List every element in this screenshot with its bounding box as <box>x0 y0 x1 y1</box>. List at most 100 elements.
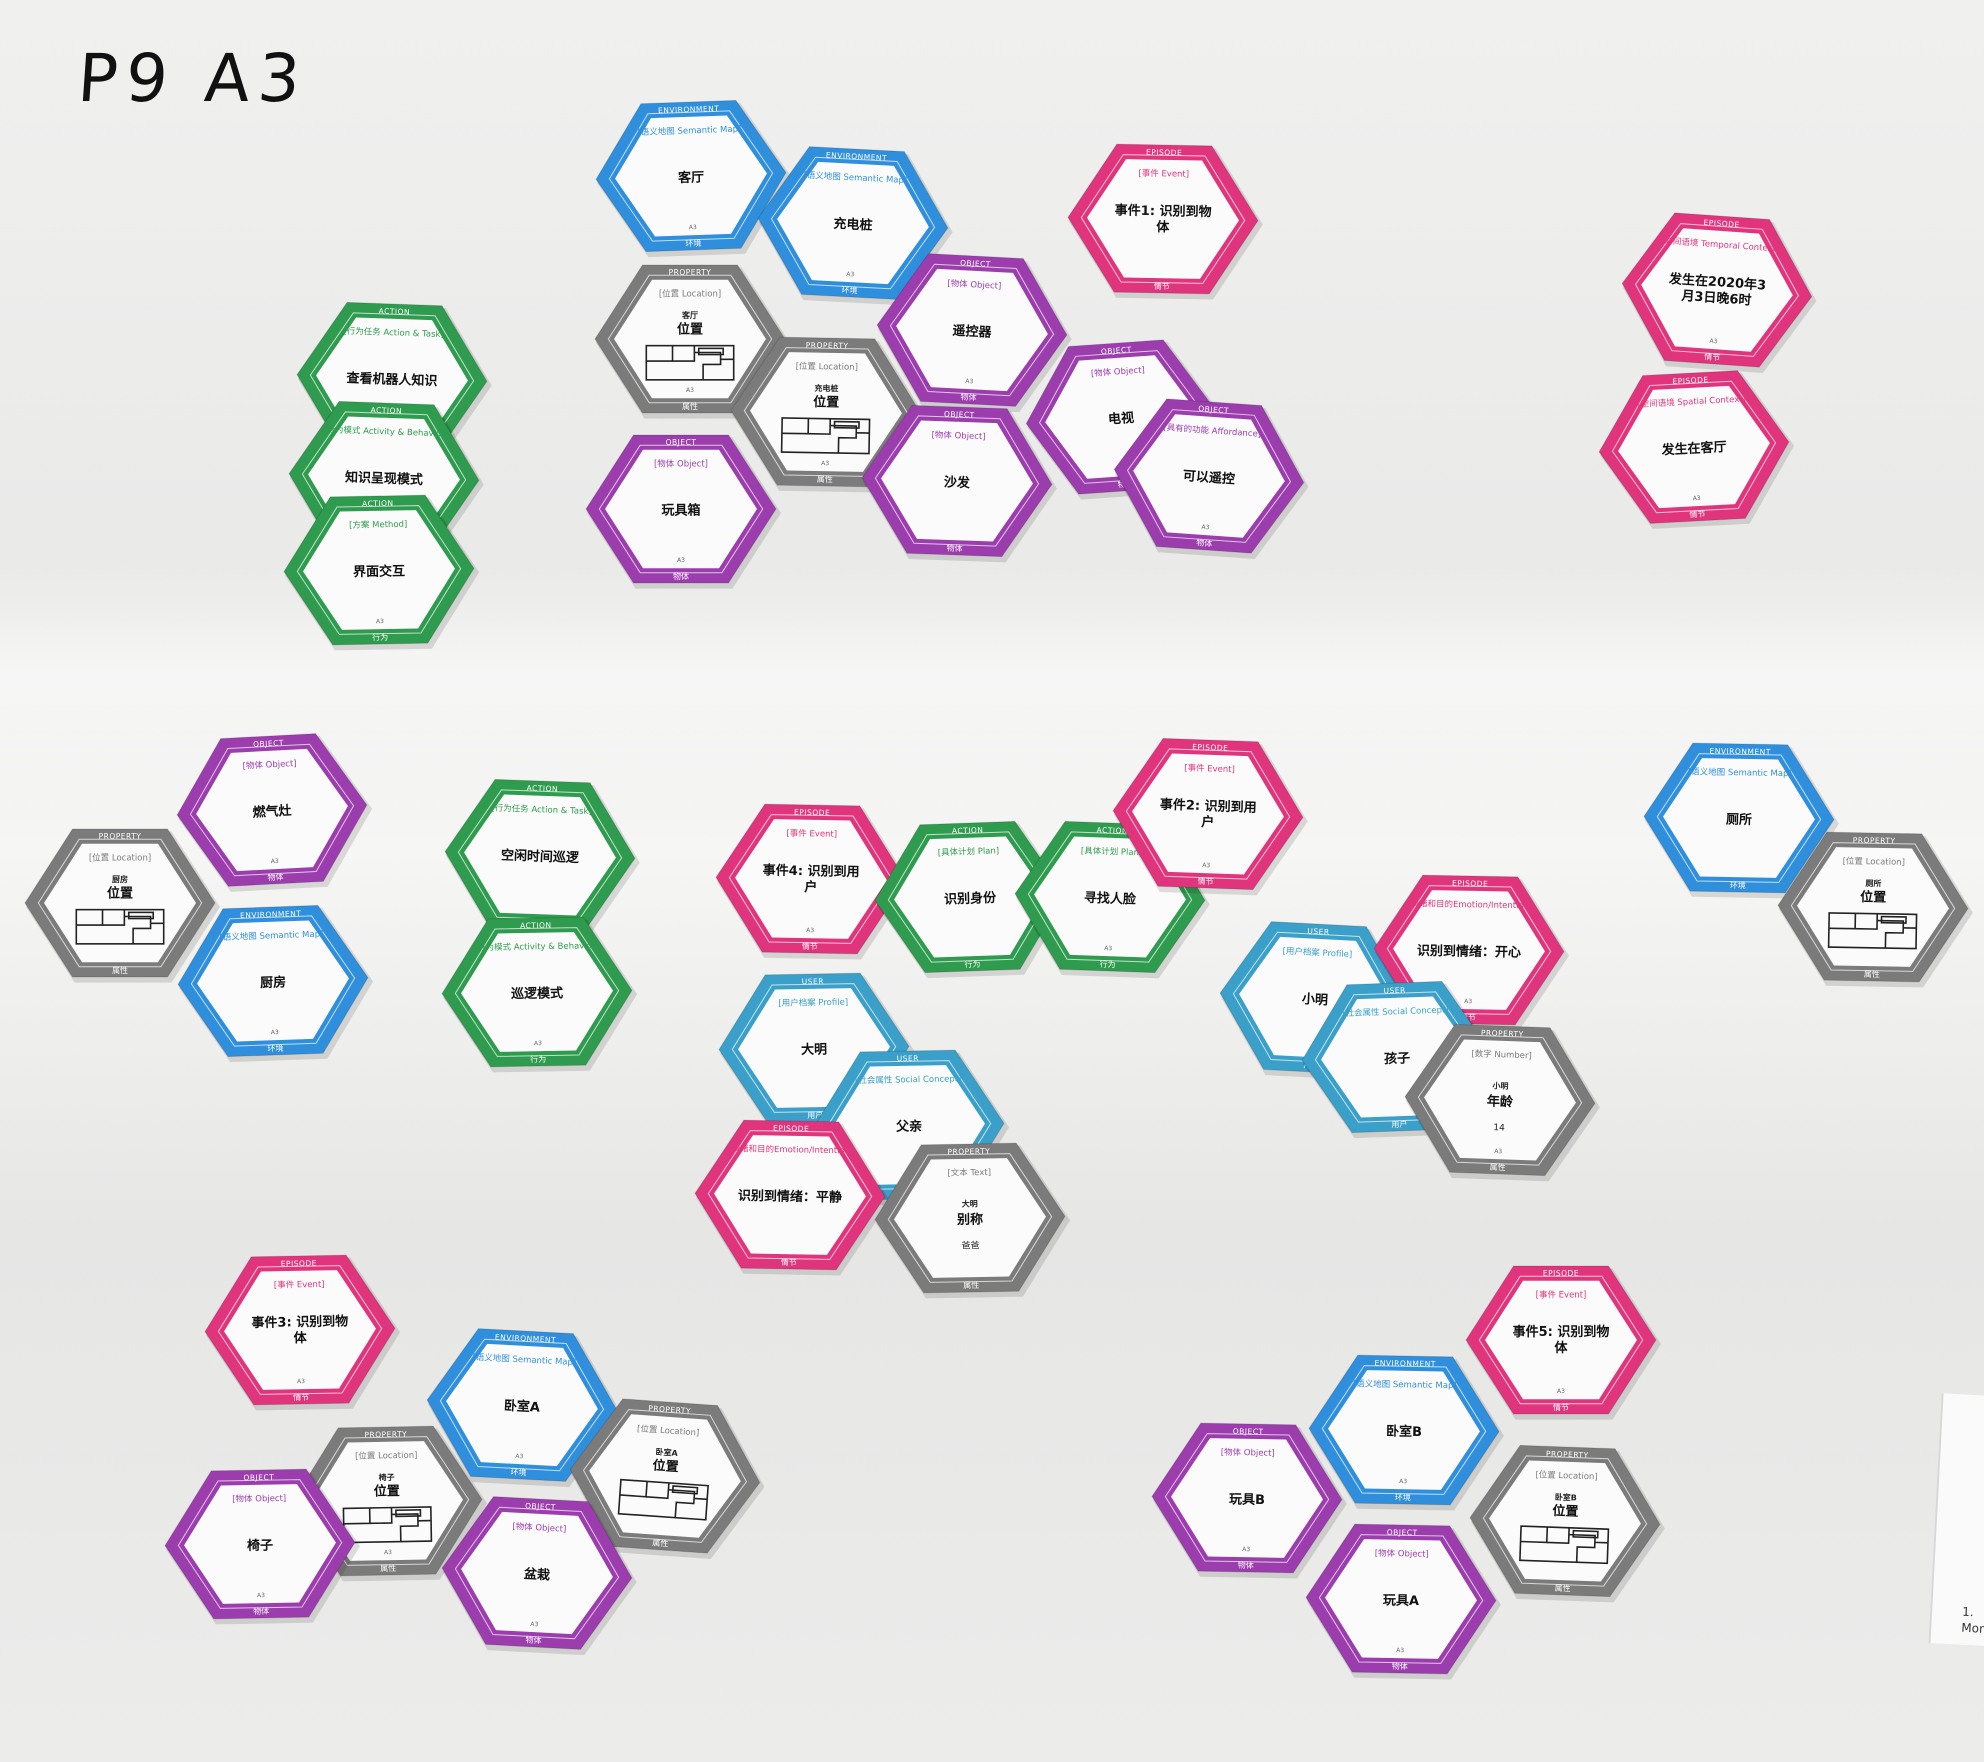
card-main-label: 椅子 <box>247 1537 273 1553</box>
card-subtitle: [数字 Number] <box>1471 1048 1532 1061</box>
card-category-label: EPISODE <box>1703 218 1740 230</box>
card-small-label: 卧室A <box>655 1446 679 1458</box>
card-face <box>184 1484 336 1604</box>
card-category-label: USER <box>1383 986 1406 996</box>
card-subtitle: [情绪和目的Emotion/Intention] <box>728 1143 853 1156</box>
card-tag: A3 <box>1202 862 1210 869</box>
card-bedroom-a: ENVIRONMENT 环境 [语义地图 Semantic Map] 卧室A A3 <box>426 1328 622 1488</box>
card-face <box>1797 847 1949 967</box>
card-inner-line <box>177 1479 343 1609</box>
card-tag: A3 <box>1242 1546 1250 1553</box>
card-subtitle: [物体 Object] <box>1375 1548 1429 1560</box>
floor-plan-icon <box>645 344 735 381</box>
card-main-label: 户 <box>804 879 817 895</box>
card-face <box>1489 1460 1641 1582</box>
card-tag: A3 <box>1396 1647 1404 1654</box>
card-footer-label: 物体 <box>1238 1560 1254 1570</box>
card-inner-line <box>1656 753 1822 883</box>
card-footer-label: 属性 <box>817 474 833 484</box>
card-main-label: 体 <box>293 1330 307 1346</box>
card-face <box>894 1158 1046 1278</box>
card-subtitle: [物体 Object] <box>242 758 297 772</box>
card-footer-label: 物体 <box>1196 537 1213 548</box>
card-main-label: 发生在客厅 <box>1660 439 1727 458</box>
card-face <box>735 819 887 939</box>
card-subtitle: [语义地图 Semantic Map] <box>803 170 907 186</box>
card-tag: A3 <box>1693 495 1701 502</box>
card-inner-line <box>454 927 620 1057</box>
card-main-label: 遥控器 <box>952 323 993 341</box>
card-subtitle: [位置 Location] <box>796 361 858 373</box>
card-subtitle: [具体计划 Plan] <box>1081 845 1143 858</box>
card-subtitle: [语义地图 Semantic Map] <box>1353 1378 1457 1391</box>
card-main-label: 识别到情绪：开心 <box>1417 943 1521 961</box>
card-tag: A3 <box>686 387 694 394</box>
card-face <box>1133 414 1285 538</box>
card-footer-label: 物体 <box>525 1635 542 1646</box>
card-subtitle: [语义地图 Semantic Map] <box>1688 766 1792 779</box>
card-category-label: OBJECT <box>960 258 991 269</box>
card-category-label: EPISODE <box>1192 742 1228 752</box>
card-footer-label: 物体 <box>1392 1661 1408 1671</box>
card-subtitle: [行为任务 Action & Task] <box>491 803 592 817</box>
card-sofa: OBJECT 物体 [物体 Object] 沙发 <box>861 404 1057 563</box>
card-footer-label: 环境 <box>267 1043 283 1054</box>
card-footer-label: 用户 <box>1391 1119 1407 1130</box>
card-inner-line <box>1164 1433 1330 1563</box>
card-footer-label: 情节 <box>781 1257 797 1267</box>
card-inner-line <box>1482 1455 1648 1587</box>
card-inner-line <box>887 831 1053 963</box>
card-subtitle: [物体 Object] <box>232 1493 286 1505</box>
card-face <box>1171 1438 1323 1558</box>
card-main-label: 厕所 <box>1726 811 1752 827</box>
card-remote: OBJECT 物体 [物体 Object] 遥控器 A3 <box>876 253 1072 413</box>
card-patrol-mode: ACTION 行为 [行为模式 Activity & Behavior] 巡逻模式 A3 <box>441 916 638 1073</box>
card-face <box>303 510 455 630</box>
card-face <box>1087 159 1239 279</box>
card-category-label: PROPERTY <box>364 1430 407 1440</box>
card-small-label: 厨房 <box>112 874 128 884</box>
card-value: 14 <box>1493 1123 1505 1133</box>
card-main-label: 年龄 <box>1487 1093 1515 1110</box>
card-small-label: 椅子 <box>378 1472 394 1482</box>
card-face <box>311 1441 463 1561</box>
card-main-label: 识别到情绪：平静 <box>738 1188 842 1206</box>
card-footer-label: 情节 <box>293 1392 309 1402</box>
card-category-label: PROPERTY <box>806 341 849 351</box>
card-category-label: OBJECT <box>253 738 284 749</box>
card-category-label: EPISODE <box>773 1124 809 1134</box>
card-plant: OBJECT 物体 [物体 Object] 盆栽 A3 <box>441 1496 637 1656</box>
card-tag: A3 <box>806 927 814 934</box>
card-face <box>1485 1280 1637 1400</box>
card-main-label: 盆栽 <box>523 1566 551 1583</box>
card-main-label: 位置 <box>813 394 839 410</box>
floor-plan-icon <box>342 1506 433 1544</box>
card-face <box>1393 890 1545 1010</box>
card-inner-line <box>707 1130 873 1260</box>
card-main-label: 巡逻模式 <box>511 985 563 1002</box>
card-face <box>881 420 1033 542</box>
card-small-label: 客厅 <box>681 310 698 320</box>
card-subtitle: [物体 Object] <box>931 429 985 442</box>
card-tag: A3 <box>530 1621 538 1628</box>
card-main-label: 位置 <box>652 1457 679 1475</box>
card-main-label: 查看机器人知识 <box>345 370 438 389</box>
card-category-label: USER <box>802 977 824 986</box>
card-subtitle: [物体 Object] <box>1221 1447 1275 1459</box>
card-category-label: EPISODE <box>1543 1269 1579 1278</box>
card-tag: A3 <box>1709 338 1718 346</box>
card-main-label: 体 <box>1554 1340 1568 1356</box>
card-footer-label: 情节 <box>1553 1402 1569 1412</box>
card-category-label: PROPERTY <box>947 1147 990 1157</box>
card-category-label: ACTION <box>952 825 984 835</box>
card-category-label: EPISODE <box>1672 375 1709 386</box>
card-footer-label: 属性 <box>1864 969 1880 979</box>
card-emotion-calm: EPISODE 情节 [情绪和目的Emotion/Intention] 识别到情绪：平… <box>694 1119 890 1276</box>
edge-note-line-2: Mom <box>1960 1620 1984 1637</box>
